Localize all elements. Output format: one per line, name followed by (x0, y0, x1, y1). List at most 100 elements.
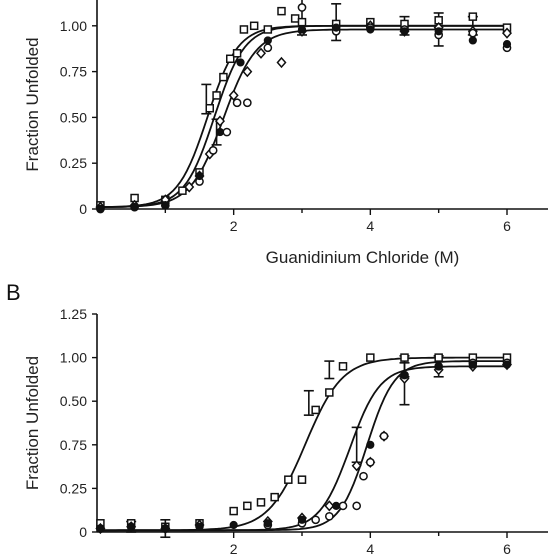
data-point-square (205, 103, 214, 113)
data-point-square (263, 25, 273, 34)
data-point-diamond (276, 56, 287, 69)
data-point-filled (297, 25, 307, 34)
data-point-filled (400, 27, 409, 36)
data-point-circle (324, 511, 334, 521)
y-tick-label: 0.50 (60, 393, 87, 409)
data-point-diamond (228, 89, 239, 102)
data-point-square (239, 25, 249, 34)
y-tick-label: 1.00 (60, 18, 87, 34)
data-point-filled (434, 27, 443, 36)
data-point-square (297, 17, 307, 27)
data-point-circle (338, 501, 348, 511)
data-point-square (178, 186, 187, 195)
data-point-filled (96, 524, 105, 533)
data-point-circle (365, 457, 375, 467)
data-point-square (249, 21, 259, 31)
y-tick-label: 1.00 (60, 350, 87, 366)
error-bar (324, 360, 335, 380)
data-point-filled (434, 362, 443, 371)
data-point-circle (222, 127, 232, 137)
data-point-filled (236, 58, 245, 67)
data-point-filled (263, 36, 272, 45)
data-point-square (284, 475, 293, 484)
panel-label: B (6, 280, 21, 305)
data-point-filled (366, 25, 375, 34)
data-point-filled (366, 440, 375, 449)
data-point-filled (468, 36, 477, 45)
x-tick-label: 6 (503, 218, 511, 234)
data-point-diamond (255, 47, 267, 59)
data-point-circle (263, 43, 273, 53)
y-tick-label: 1.25 (60, 306, 87, 322)
data-point-diamond (501, 27, 513, 39)
data-point-filled (502, 360, 512, 369)
y-tick-label: 0.25 (60, 480, 87, 496)
y-tick-label: 0 (79, 524, 87, 540)
data-point-square (270, 492, 279, 502)
data-point-diamond (242, 65, 253, 78)
data-point-diamond (214, 115, 226, 127)
data-point-square (256, 498, 266, 507)
data-point-filled (400, 370, 409, 380)
data-point-square (277, 6, 286, 16)
data-point-circle (379, 431, 389, 441)
data-point-filled (468, 360, 477, 369)
y-tick-label: 0.75 (60, 64, 87, 80)
data-point-filled (215, 127, 225, 137)
data-point-filled (332, 23, 341, 32)
data-point-diamond (351, 460, 362, 472)
x-axis-title: Guanidinium Chloride (M) (266, 248, 460, 267)
y-tick-label: 0.50 (60, 109, 87, 125)
data-point-circle (297, 3, 307, 12)
data-point-filled (195, 522, 204, 531)
data-point-filled (297, 515, 307, 524)
data-point-circle (311, 515, 321, 525)
fit-curve (98, 356, 507, 532)
x-tick-label: 2 (230, 541, 238, 554)
data-point-filled (161, 201, 170, 210)
data-point-square (338, 362, 348, 371)
data-point-circle (232, 98, 242, 108)
data-point-square (311, 405, 320, 415)
y-axis-title: Fraction Unfolded (23, 356, 42, 490)
data-point-filled (130, 203, 139, 212)
y-axis-title: Fraction Unfolded (23, 37, 42, 171)
data-point-circle (359, 471, 368, 481)
data-point-circle (242, 98, 252, 108)
y-tick-label: 0 (79, 201, 87, 217)
data-point-circle (352, 501, 362, 511)
data-point-filled (96, 204, 105, 214)
data-point-square (434, 353, 443, 362)
error-bar (303, 389, 314, 416)
fit-curve (98, 24, 507, 208)
data-point-square (212, 91, 221, 100)
data-point-square (297, 475, 307, 484)
x-tick-label: 4 (366, 218, 374, 234)
data-point-square (290, 14, 300, 23)
data-point-circle (468, 28, 478, 38)
data-point-circle (208, 146, 218, 155)
data-point-square (325, 388, 334, 397)
data-point-filled (502, 40, 512, 49)
data-point-square (232, 49, 242, 58)
y-tick-label: 0.75 (60, 437, 87, 453)
data-point-filled (229, 520, 238, 530)
data-point-square (243, 501, 252, 511)
data-point-diamond (184, 181, 195, 193)
data-point-filled (263, 519, 272, 528)
x-tick-label: 2 (230, 218, 238, 234)
data-point-filled (161, 524, 170, 533)
data-point-square (226, 54, 235, 64)
data-point-filled (332, 501, 341, 510)
data-point-square (468, 12, 478, 21)
data-point-square (229, 506, 238, 516)
x-tick-label: 4 (366, 541, 374, 554)
panel-B: B 0 0.25 0.75 0.50 1.00 1.25 2 4 6 Fraction Unfold… (6, 280, 548, 554)
data-point-filled (127, 522, 136, 531)
x-tick-label: 6 (503, 541, 511, 554)
fit-curve (98, 28, 507, 208)
fit-curve (98, 24, 507, 208)
data-point-diamond (324, 500, 335, 512)
error-bar (351, 426, 362, 464)
